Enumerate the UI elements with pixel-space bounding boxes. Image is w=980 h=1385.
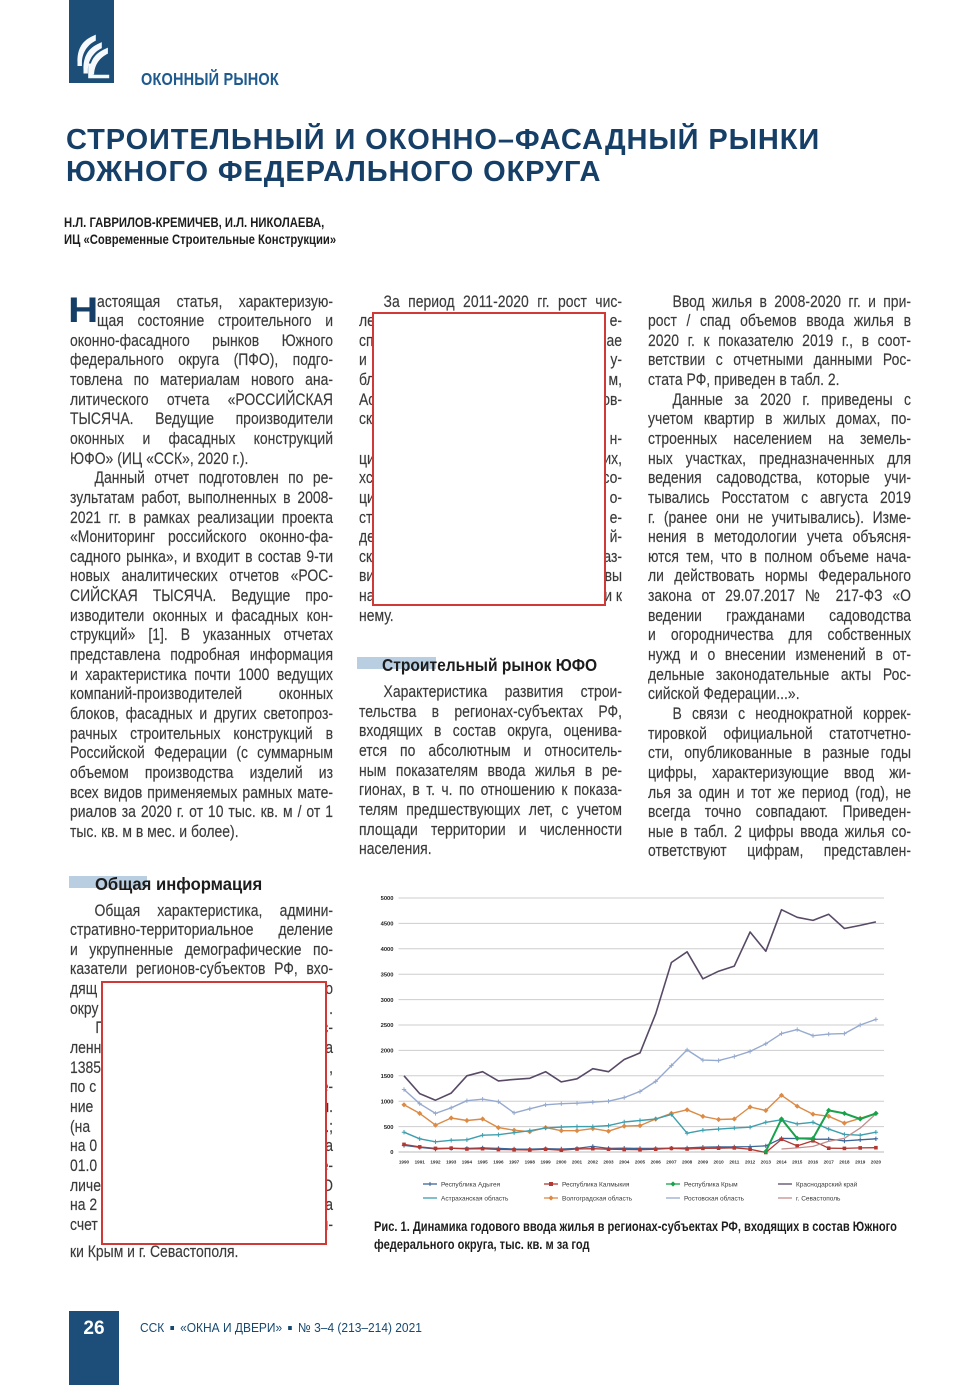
svg-text:2002: 2002 <box>588 1160 599 1165</box>
svg-text:2000: 2000 <box>556 1160 567 1165</box>
svg-text:2019: 2019 <box>855 1160 866 1165</box>
svg-text:1990: 1990 <box>399 1160 410 1165</box>
svg-text:2004: 2004 <box>619 1160 630 1165</box>
svg-text:2003: 2003 <box>603 1160 614 1165</box>
svg-text:Ростовская область: Ростовская область <box>684 1194 745 1202</box>
svg-text:1994: 1994 <box>462 1160 473 1165</box>
svg-text:Республика Крым: Республика Крым <box>684 1180 738 1188</box>
svg-text:1993: 1993 <box>446 1160 457 1165</box>
svg-text:1000: 1000 <box>381 1099 394 1105</box>
svg-text:2012: 2012 <box>745 1160 756 1165</box>
svg-text:500: 500 <box>384 1125 394 1131</box>
svg-text:1997: 1997 <box>509 1160 520 1165</box>
svg-text:2014: 2014 <box>776 1160 787 1165</box>
svg-text:Астраханская область: Астраханская область <box>441 1194 509 1202</box>
svg-text:г. Севастополь: г. Севастополь <box>796 1195 841 1202</box>
svg-text:1992: 1992 <box>430 1160 441 1165</box>
svg-text:0: 0 <box>390 1150 393 1156</box>
svg-text:4000: 4000 <box>381 947 394 953</box>
svg-text:1995: 1995 <box>477 1160 488 1165</box>
svg-text:2005: 2005 <box>635 1160 646 1165</box>
svg-text:2010: 2010 <box>713 1160 724 1165</box>
svg-text:1998: 1998 <box>525 1160 536 1165</box>
svg-text:1991: 1991 <box>415 1160 426 1165</box>
svg-text:2500: 2500 <box>381 1023 394 1029</box>
svg-text:4500: 4500 <box>381 922 394 928</box>
svg-text:2015: 2015 <box>792 1160 803 1165</box>
svg-text:2016: 2016 <box>808 1160 819 1165</box>
svg-text:Республика Калмыкия: Республика Калмыкия <box>562 1180 630 1188</box>
svg-text:2018: 2018 <box>839 1160 850 1165</box>
svg-text:3000: 3000 <box>381 998 394 1004</box>
svg-text:1999: 1999 <box>540 1160 551 1165</box>
svg-text:2011: 2011 <box>729 1160 739 1165</box>
svg-text:1996: 1996 <box>493 1160 504 1165</box>
svg-text:2017: 2017 <box>824 1160 835 1165</box>
svg-text:5000: 5000 <box>381 896 394 902</box>
svg-text:Краснодарский край: Краснодарский край <box>796 1180 858 1188</box>
svg-text:Волгоградская область: Волгоградская область <box>562 1194 633 1202</box>
svg-text:2013: 2013 <box>761 1160 772 1165</box>
svg-text:3500: 3500 <box>381 972 394 978</box>
svg-text:1500: 1500 <box>381 1074 394 1080</box>
svg-text:2008: 2008 <box>682 1160 693 1165</box>
svg-text:2020: 2020 <box>871 1160 882 1165</box>
svg-text:2000: 2000 <box>381 1049 394 1055</box>
svg-text:2007: 2007 <box>666 1160 677 1165</box>
svg-text:2006: 2006 <box>651 1160 662 1165</box>
svg-text:2001: 2001 <box>572 1160 583 1165</box>
svg-text:Республика Адыгея: Республика Адыгея <box>441 1180 501 1188</box>
svg-text:2009: 2009 <box>698 1160 709 1165</box>
